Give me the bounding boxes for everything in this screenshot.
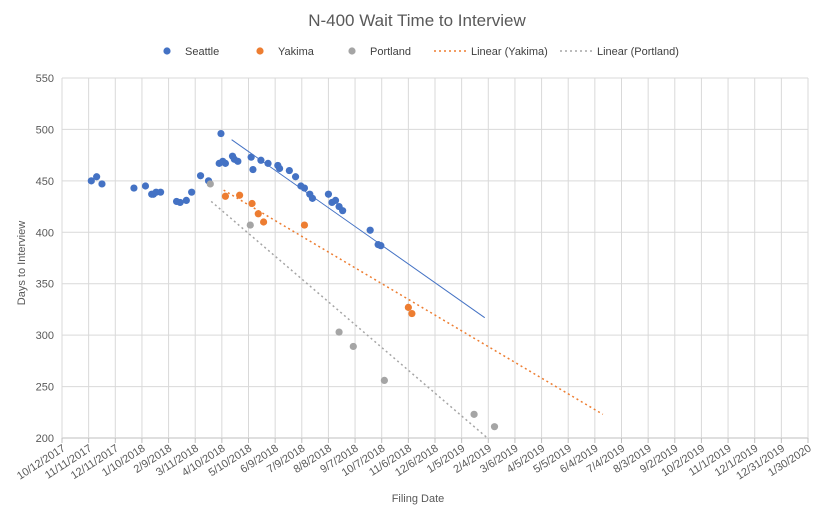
portland-point bbox=[470, 410, 478, 418]
portland-point bbox=[380, 376, 388, 384]
seattle-point bbox=[366, 226, 374, 234]
legend-marker-seattle bbox=[163, 47, 171, 55]
legend-label-linear-portland-: Linear (Portland) bbox=[597, 46, 679, 58]
yakima-point bbox=[254, 210, 262, 218]
yakima-point bbox=[404, 303, 412, 311]
legend-label-yakima: Yakima bbox=[278, 46, 315, 58]
trendline bbox=[223, 189, 604, 415]
seattle-point bbox=[221, 159, 230, 167]
y-tick-label: 250 bbox=[36, 382, 54, 394]
seattle-point bbox=[188, 188, 196, 196]
x-axis-ticks: 10/12/201711/11/201712/11/20171/10/20182… bbox=[15, 442, 814, 482]
grid bbox=[61, 77, 809, 443]
seattle-point bbox=[331, 196, 340, 204]
trendline bbox=[210, 200, 488, 439]
seattle-point bbox=[339, 207, 347, 215]
seattle-point bbox=[291, 173, 300, 181]
legend-marker-portland bbox=[348, 47, 356, 55]
seattle-point bbox=[308, 194, 317, 202]
seattle-point bbox=[285, 166, 293, 175]
seattle-point bbox=[156, 188, 165, 196]
seattle-point bbox=[300, 184, 309, 192]
portland-point bbox=[206, 180, 214, 188]
seattle-point bbox=[249, 165, 257, 174]
y-tick-label: 450 bbox=[36, 176, 54, 188]
legend: Seattle Yakima Portland Linear (Yakima) Line… bbox=[163, 46, 679, 58]
legend-label-portland: Portland bbox=[370, 46, 411, 58]
seattle-point bbox=[217, 129, 225, 138]
y-tick-label: 350 bbox=[36, 279, 54, 291]
yakima-point bbox=[408, 309, 416, 318]
seattle-point bbox=[141, 182, 150, 190]
trendline bbox=[231, 139, 486, 319]
seattle-point bbox=[93, 173, 101, 181]
seattle-point bbox=[234, 157, 242, 165]
yakima-point bbox=[248, 199, 256, 208]
seattle-point bbox=[247, 153, 255, 161]
yakima-point bbox=[236, 191, 244, 199]
seattle-point bbox=[87, 177, 95, 185]
y-tick-label: 550 bbox=[36, 73, 54, 85]
yakima-point bbox=[300, 221, 309, 229]
seattle-point bbox=[264, 159, 272, 167]
seattle-point bbox=[176, 198, 184, 207]
seattle-point bbox=[324, 190, 333, 198]
seattle-point bbox=[275, 164, 284, 173]
data-points bbox=[87, 129, 499, 431]
legend-marker-yakima bbox=[256, 47, 264, 55]
y-tick-label: 200 bbox=[36, 433, 54, 445]
y-axis-title: Days to Interview bbox=[16, 221, 28, 305]
seattle-point bbox=[257, 156, 265, 164]
seattle-point bbox=[182, 196, 190, 204]
y-tick-label: 300 bbox=[36, 330, 54, 342]
portland-point bbox=[246, 221, 254, 229]
y-tick-label: 500 bbox=[36, 124, 54, 136]
seattle-point bbox=[377, 242, 385, 250]
seattle-point bbox=[130, 184, 138, 192]
portland-point bbox=[335, 328, 343, 336]
chart-title: N-400 Wait Time to Interview bbox=[308, 11, 526, 30]
portland-point bbox=[490, 423, 499, 431]
seattle-point bbox=[98, 180, 106, 188]
y-tick-label: 400 bbox=[36, 227, 54, 239]
legend-label-seattle: Seattle bbox=[185, 46, 219, 58]
legend-label-linear-yakima-: Linear (Yakima) bbox=[471, 46, 548, 58]
y-axis-ticks: 200 250 300 350 400 450 500 550 bbox=[36, 73, 54, 445]
x-axis-title: Filing Date bbox=[392, 493, 445, 505]
seattle-point bbox=[196, 172, 205, 180]
trendlines bbox=[210, 139, 604, 439]
yakima-point bbox=[259, 218, 268, 226]
portland-point bbox=[349, 342, 357, 351]
yakima-point bbox=[221, 192, 230, 200]
